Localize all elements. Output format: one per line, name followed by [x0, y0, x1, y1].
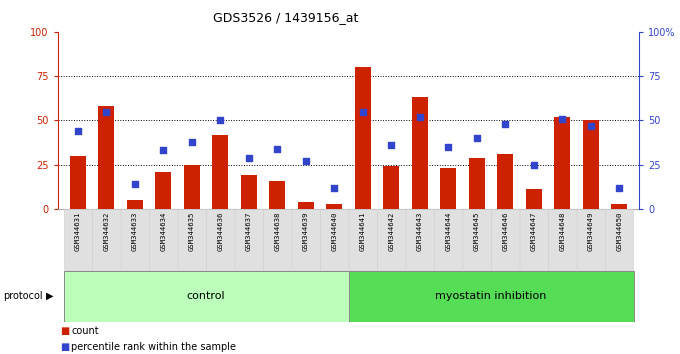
Text: control: control: [187, 291, 225, 302]
Bar: [326, 204, 342, 209]
Point: [500, 121, 511, 127]
Bar: [412, 97, 428, 209]
Bar: [127, 200, 143, 209]
Text: count: count: [71, 326, 99, 336]
Text: GSM344648: GSM344648: [559, 212, 565, 251]
Bar: [355, 67, 371, 209]
Point: [414, 114, 425, 120]
Bar: [177, 210, 206, 270]
Bar: [235, 210, 262, 270]
Bar: [241, 175, 256, 209]
Bar: [491, 210, 520, 270]
Point: [186, 139, 197, 144]
Text: GSM344633: GSM344633: [132, 212, 138, 251]
Bar: [605, 210, 633, 270]
Bar: [583, 120, 598, 209]
Text: GSM344645: GSM344645: [474, 212, 480, 251]
Bar: [99, 106, 114, 209]
Text: GSM344634: GSM344634: [160, 212, 166, 251]
Bar: [469, 158, 485, 209]
Bar: [349, 210, 377, 270]
Bar: [156, 172, 171, 209]
Point: [528, 162, 539, 167]
Text: GSM344638: GSM344638: [274, 212, 280, 251]
Bar: [298, 202, 313, 209]
Text: GSM344643: GSM344643: [417, 212, 423, 251]
Point: [158, 148, 169, 153]
Bar: [206, 210, 234, 270]
Point: [72, 128, 83, 134]
Point: [386, 142, 396, 148]
Bar: [548, 210, 576, 270]
Text: GSM344642: GSM344642: [388, 212, 394, 251]
Point: [614, 185, 625, 190]
Point: [215, 118, 226, 123]
Point: [557, 116, 568, 121]
Bar: [441, 168, 456, 209]
Text: GSM344637: GSM344637: [245, 212, 252, 251]
Bar: [320, 210, 348, 270]
Point: [471, 135, 482, 141]
Bar: [150, 210, 177, 270]
Bar: [435, 210, 462, 270]
Text: GSM344639: GSM344639: [303, 212, 309, 251]
Bar: [269, 181, 285, 209]
Bar: [520, 210, 547, 270]
Bar: [611, 204, 627, 209]
Bar: [349, 271, 634, 322]
Point: [301, 158, 311, 164]
Text: GSM344640: GSM344640: [331, 212, 337, 251]
Text: GDS3526 / 1439156_at: GDS3526 / 1439156_at: [213, 11, 358, 24]
Text: ■: ■: [60, 342, 69, 352]
Text: ▶: ▶: [46, 291, 54, 301]
Text: GSM344635: GSM344635: [189, 212, 194, 251]
Text: GSM344636: GSM344636: [217, 212, 223, 251]
Bar: [406, 210, 434, 270]
Text: GSM344631: GSM344631: [75, 212, 81, 251]
Point: [129, 181, 140, 187]
Text: GSM344646: GSM344646: [503, 212, 508, 251]
Text: GSM344644: GSM344644: [445, 212, 452, 251]
Text: protocol: protocol: [3, 291, 43, 301]
Point: [272, 146, 283, 152]
Bar: [577, 210, 605, 270]
Text: ■: ■: [60, 326, 69, 336]
Bar: [377, 210, 405, 270]
Bar: [384, 166, 399, 209]
Bar: [70, 156, 86, 209]
Bar: [64, 210, 92, 270]
Bar: [497, 154, 513, 209]
Bar: [121, 210, 149, 270]
Bar: [463, 210, 491, 270]
Text: percentile rank within the sample: percentile rank within the sample: [71, 342, 237, 352]
Text: myostatin inhibition: myostatin inhibition: [435, 291, 547, 302]
Point: [443, 144, 454, 150]
Point: [585, 123, 596, 129]
Text: GSM344650: GSM344650: [616, 212, 622, 251]
Bar: [184, 165, 200, 209]
Point: [101, 109, 112, 114]
Bar: [212, 135, 228, 209]
Point: [357, 109, 368, 114]
Text: GSM344649: GSM344649: [588, 212, 594, 251]
Text: GSM344647: GSM344647: [531, 212, 537, 251]
Bar: [63, 271, 349, 322]
Text: GSM344641: GSM344641: [360, 212, 366, 251]
Point: [329, 185, 340, 190]
Bar: [292, 210, 320, 270]
Bar: [92, 210, 120, 270]
Bar: [263, 210, 291, 270]
Bar: [554, 117, 570, 209]
Text: GSM344632: GSM344632: [103, 212, 109, 251]
Bar: [526, 189, 541, 209]
Point: [243, 155, 254, 160]
